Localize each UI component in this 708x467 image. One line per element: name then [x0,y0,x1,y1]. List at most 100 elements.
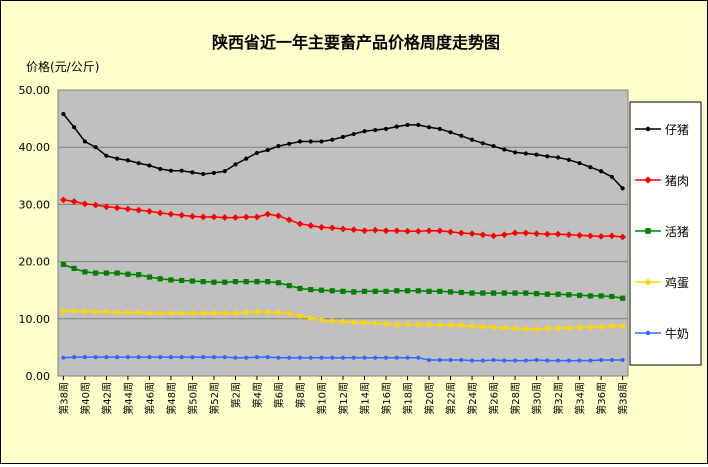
data-point [81,200,89,208]
data-point [339,225,347,233]
data-point [512,290,518,296]
data-point [200,279,206,285]
data-point [543,230,551,238]
data-point [296,220,304,228]
data-point [469,137,475,142]
data-point [479,323,487,331]
data-point [158,166,163,172]
data-point [459,133,464,138]
data-point [232,309,239,317]
data-point [71,265,77,272]
data-point [319,139,324,144]
x-tick-label: 第46周 [143,382,156,415]
series-group [59,111,627,363]
data-point [103,203,110,211]
data-point [480,141,485,146]
data-point [179,168,184,173]
data-point [115,156,120,161]
data-point [189,213,196,220]
data-point [328,317,336,325]
data-point [330,137,335,142]
data-point [297,355,303,360]
x-tick-label: 第6周 [272,382,285,408]
data-point [179,277,185,284]
data-point [404,288,411,294]
data-point [125,271,131,277]
data-point [404,227,411,235]
y-tick-labels: 0.00 10.00 20.00 30.00 40.00 50.00 [19,84,51,383]
data-point [586,324,594,331]
legend-label: 活猪 [665,225,689,239]
data-point [114,270,120,276]
data-point [211,170,217,176]
data-point [373,355,378,360]
data-point [350,226,358,233]
data-point [371,226,379,234]
data-point [232,279,239,285]
data-point [362,355,367,360]
data-point [178,211,186,219]
legend-label: 鸡蛋 [665,275,689,290]
x-tick-label: 第38周 [57,382,70,415]
data-point [447,289,454,295]
legend-swatch-marker [645,330,651,336]
data-point [522,325,530,333]
data-point [620,295,626,301]
data-point [533,230,540,237]
data-point [426,125,432,130]
data-point [178,309,186,317]
data-point [93,355,98,360]
data-point [308,355,313,360]
x-tick-label: 第36周 [595,382,608,415]
data-point [522,229,530,237]
x-tick-labels: 第38周 第40周 第42周 第44周 第46周 第48周 第50周 第52周 第2周 第4周 第6… [57,376,630,415]
data-point [609,293,615,300]
data-point [113,309,121,316]
data-point [416,355,421,360]
data-point [361,319,368,327]
data-point [93,270,99,276]
data-point [179,355,184,360]
data-point [597,233,605,240]
data-point [113,204,121,212]
data-point [554,230,562,238]
legend-label: 猪肉 [665,174,689,188]
data-point [210,309,218,317]
data-point [307,314,315,322]
data-point [61,111,66,117]
data-point [511,325,519,332]
data-point [190,355,195,360]
x-tick-label: 第16周 [380,382,393,415]
data-point [244,156,249,161]
data-point [232,214,239,221]
data-point [222,279,228,285]
data-point [351,289,357,295]
data-point [287,141,292,146]
data-point [576,231,583,239]
data-point [361,288,368,294]
data-point [609,174,614,180]
data-point [533,325,540,333]
data-point [92,201,100,209]
data-point [534,357,539,363]
x-tick-label: 第4周 [251,382,264,408]
data-point [125,158,130,163]
data-point [254,150,260,155]
data-point [146,207,153,215]
series-3 [59,307,627,333]
data-point [587,293,593,299]
series-4 [61,355,625,363]
data-point [135,206,143,214]
data-point [480,358,485,363]
data-point [436,321,444,329]
data-point [491,143,496,149]
data-point [416,122,421,127]
data-point [544,291,550,297]
data-point [608,232,616,240]
data-point [318,316,325,324]
legend-item: 鸡蛋 [635,275,689,290]
data-point [394,124,399,129]
data-point [608,322,616,330]
data-point [147,355,152,360]
